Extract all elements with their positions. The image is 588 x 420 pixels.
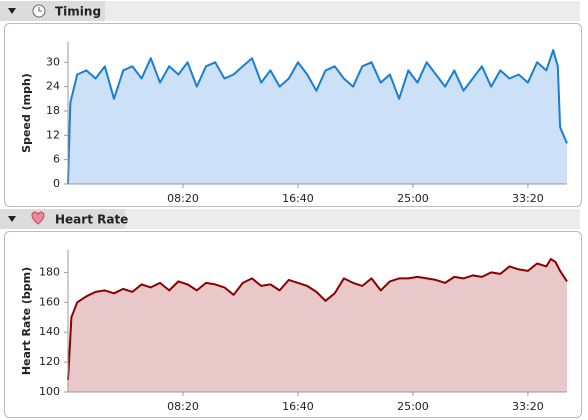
header-bar [0, 1, 580, 21]
header-bar [0, 209, 580, 229]
clock-hands [38, 7, 42, 12]
y-axis-label: Heart Rate (bpm) [20, 267, 33, 375]
y-tick-label: 120 [39, 355, 60, 368]
x-tick-label: 08:20 [167, 192, 199, 205]
y-tick-label: 160 [39, 295, 60, 308]
panel-title: Heart Rate [55, 213, 128, 227]
data-line [67, 258, 568, 381]
y-tick-label: 6 [53, 153, 60, 166]
collapse-arrow[interactable] [8, 8, 16, 14]
x-tick-label: 33:20 [512, 192, 544, 205]
y-tick-label: 30 [46, 55, 60, 68]
heart-icon [31, 211, 45, 225]
x-tick-label: 25:00 [397, 400, 429, 413]
x-tick-label: 08:20 [167, 400, 199, 413]
panel-title: Timing [55, 5, 101, 19]
header-tab[interactable] [0, 1, 105, 21]
header-tab[interactable] [0, 209, 125, 229]
area-fill [68, 259, 567, 392]
y-tick-label: 24 [46, 80, 60, 93]
data-line [67, 49, 568, 185]
y-tick-label: 0 [53, 177, 60, 190]
y-axis-label: Speed (mph) [20, 73, 33, 153]
collapse-arrow[interactable] [8, 216, 16, 222]
y-tick-label: 18 [46, 104, 60, 117]
y-tick-label: 180 [39, 265, 60, 278]
y-tick-label: 140 [39, 325, 60, 338]
x-tick-label: 16:40 [282, 192, 314, 205]
x-tick-label: 25:00 [397, 192, 429, 205]
x-tick-label: 33:20 [512, 400, 544, 413]
y-tick-label: 12 [46, 128, 60, 141]
x-tick-label: 16:40 [282, 400, 314, 413]
y-tick-label: 100 [39, 385, 60, 398]
